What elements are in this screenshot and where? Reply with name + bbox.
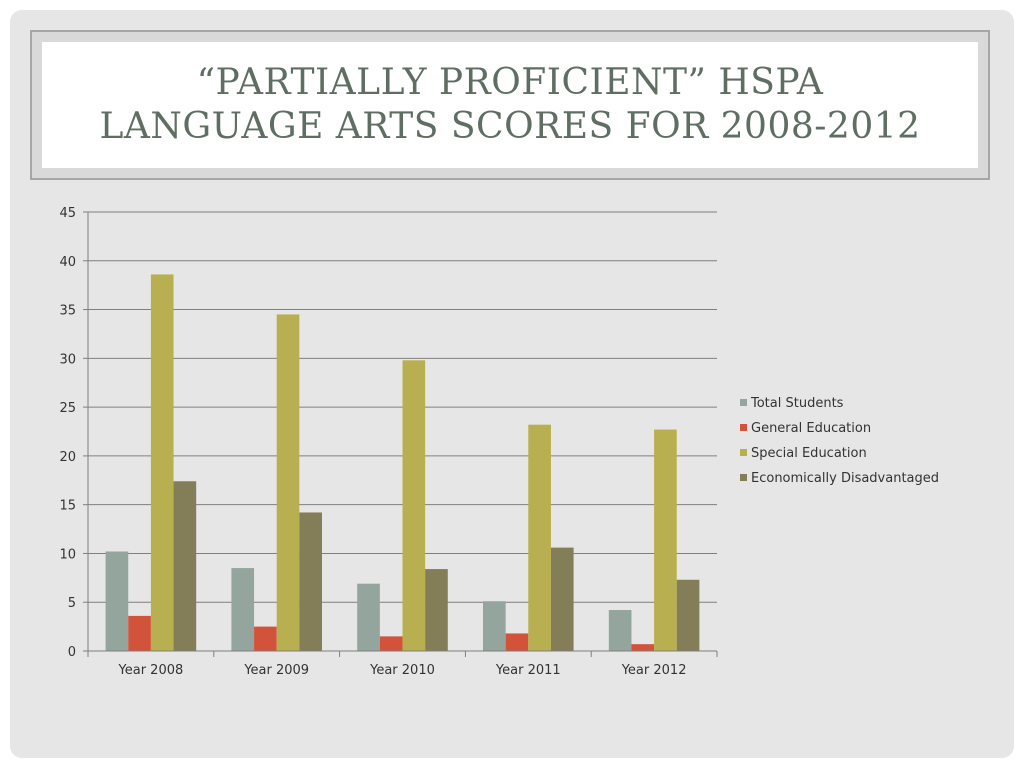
y-tick-label: 40 xyxy=(59,255,76,270)
legend-label: General Education xyxy=(751,421,871,436)
title-frame: “PARTIALLY PROFICIENT” HSPA LANGUAGE ART… xyxy=(30,30,990,180)
y-tick-label: 35 xyxy=(59,304,76,319)
bar-special-education xyxy=(402,360,426,651)
bar-special-education xyxy=(150,274,174,651)
x-tick-label: Year 2012 xyxy=(621,663,687,678)
bar-general-education xyxy=(379,636,403,651)
x-axis-tick-labels: Year 2008 Year 2009 Year 2010 Year 2011 Year… xyxy=(118,663,687,678)
bar-special-education xyxy=(654,429,677,651)
bar-total-students xyxy=(357,583,380,651)
y-tick-label: 25 xyxy=(59,401,76,416)
legend-label: Total Students xyxy=(750,396,844,411)
bar-economically-disadvantaged xyxy=(425,569,448,651)
legend-swatch xyxy=(740,424,747,431)
x-tick-label: Year 2009 xyxy=(243,663,309,678)
legend-swatch xyxy=(740,399,747,406)
legend-label: Economically Disadvantaged xyxy=(751,471,939,486)
legend-swatch xyxy=(740,449,747,456)
x-tick-label: Year 2011 xyxy=(495,663,561,678)
bar-economically-disadvantaged xyxy=(550,547,574,651)
x-tick-label: Year 2010 xyxy=(369,663,435,678)
bar-general-education xyxy=(254,626,277,651)
y-tick-label: 45 xyxy=(59,206,76,221)
legend: Total Students General Education Special E… xyxy=(740,396,939,486)
bar-general-education xyxy=(631,644,655,651)
bar-total-students xyxy=(483,601,506,651)
axes xyxy=(83,211,718,657)
title-box: “PARTIALLY PROFICIENT” HSPA LANGUAGE ART… xyxy=(42,42,978,168)
y-tick-label: 30 xyxy=(59,352,76,367)
bar-special-education xyxy=(276,314,300,651)
bars xyxy=(105,274,700,651)
y-axis-tick-labels: 0 5 10 15 20 25 30 35 40 45 xyxy=(59,206,76,660)
slide-title: “PARTIALLY PROFICIENT” HSPA LANGUAGE ART… xyxy=(99,62,921,147)
bar-total-students xyxy=(608,610,632,651)
bar-special-education xyxy=(528,424,551,651)
bar-total-students xyxy=(105,551,129,651)
legend-label: Special Education xyxy=(751,446,867,461)
x-tick-label: Year 2008 xyxy=(118,663,184,678)
bar-economically-disadvantaged xyxy=(299,512,322,651)
bar-total-students xyxy=(231,568,255,651)
bar-general-education xyxy=(505,633,529,651)
legend-swatch xyxy=(740,474,747,481)
bar-economically-disadvantaged xyxy=(676,579,700,651)
bar-economically-disadvantaged xyxy=(173,481,197,651)
y-tick-label: 10 xyxy=(59,547,76,562)
bar-general-education xyxy=(128,615,151,651)
y-tick-label: 0 xyxy=(68,645,76,660)
y-tick-label: 5 xyxy=(68,596,76,611)
y-tick-label: 15 xyxy=(59,499,76,514)
y-tick-label: 20 xyxy=(59,450,76,465)
